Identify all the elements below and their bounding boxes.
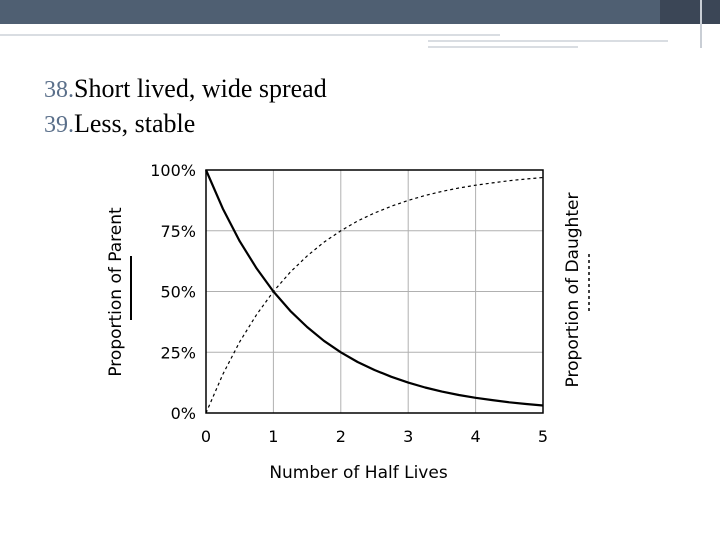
bullet-number: 39. [44,112,74,138]
x-tick-label: 2 [336,427,346,446]
x-tick-label: 4 [471,427,481,446]
x-tick-label: 3 [403,427,413,446]
bullet-text: Less, stable [74,109,196,138]
y-tick-label: 50% [160,283,196,302]
x-tick-label: 5 [538,427,548,446]
header-accent-line [428,40,668,42]
header-accent-line [428,46,578,48]
bullet-item: 38.Short lived, wide spread [44,72,327,107]
header-accent-line [0,34,500,36]
y-tick-label: 100% [150,161,196,180]
bullet-text: Short lived, wide spread [74,74,327,103]
x-axis-ticks: 0 1 2 3 4 5 [201,427,548,446]
bullet-item: 39.Less, stable [44,107,327,142]
y-tick-label: 0% [171,404,196,423]
x-tick-label: 0 [201,427,211,446]
chart-series [204,169,544,414]
y-axis-ticks: 0% 25% 50% 75% 100% [150,161,196,423]
y-axis-title: Proportion of Parent [106,207,126,377]
x-tick-label: 1 [268,427,278,446]
y2-axis-title: Proportion of Daughter [563,193,583,388]
bullet-list: 38.Short lived, wide spread 39.Less, sta… [44,72,327,142]
plot-frame [205,169,544,414]
header-band [0,0,720,24]
chart-grid [206,170,543,413]
header-band-corner [660,0,720,24]
x-axis-title: Number of Half Lives [269,463,448,483]
bullet-number: 38. [44,77,74,103]
y-tick-label: 25% [160,343,196,362]
parent-curve [204,169,544,407]
daughter-curve [205,176,544,414]
y-tick-label: 75% [160,222,196,241]
header-edge-mark [700,0,702,48]
